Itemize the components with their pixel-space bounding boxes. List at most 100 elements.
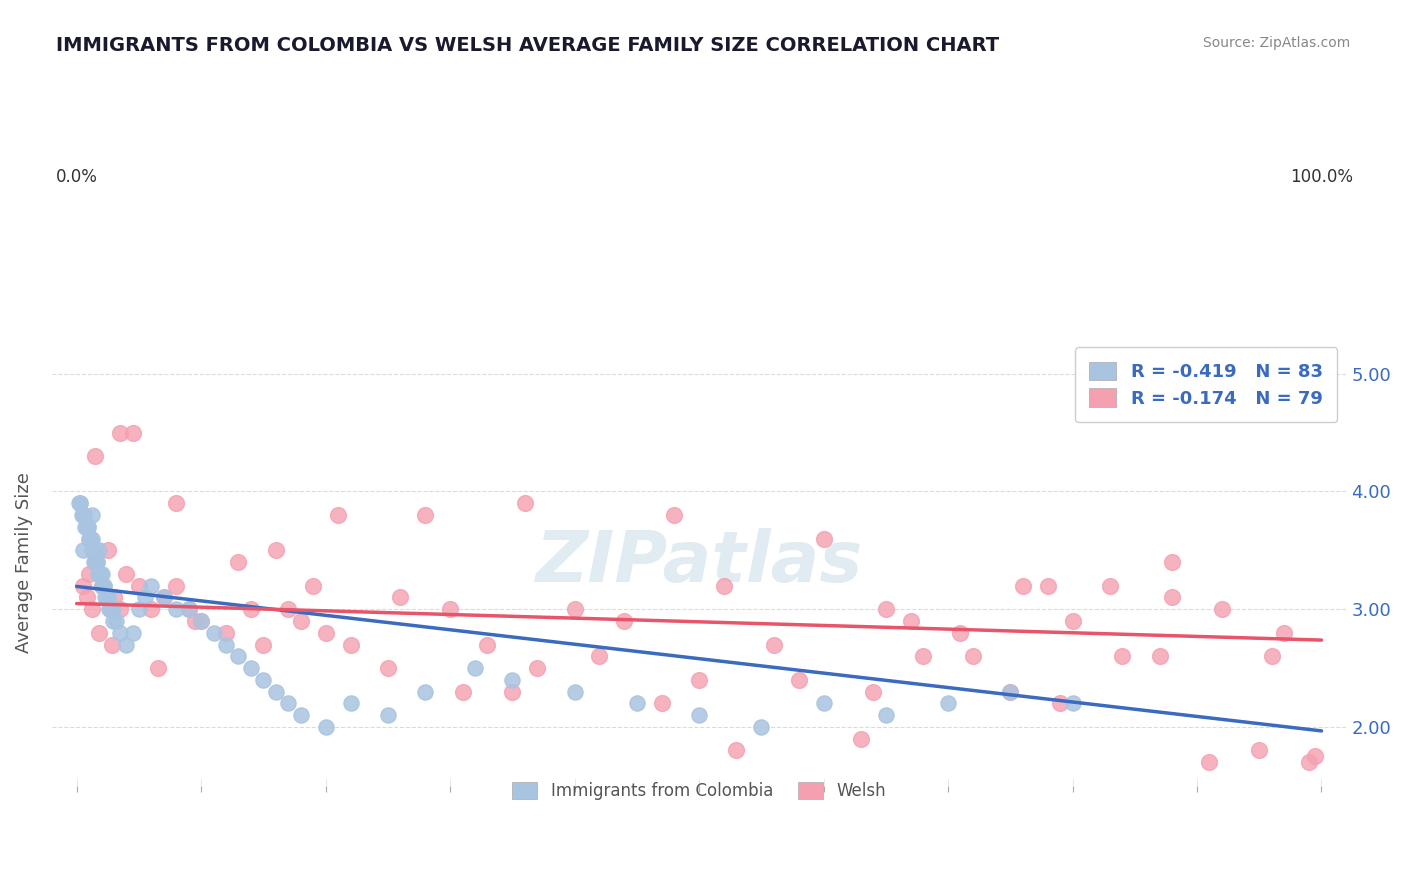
Point [110,625,132,640]
Point [84,449,107,463]
Point [277,602,299,616]
Point [141,602,163,616]
Point [290,708,312,723]
Point [96,591,118,605]
Point [93,579,115,593]
Point [713,579,735,593]
Point [115,566,138,581]
Point [862,684,884,698]
Point [82,543,104,558]
Point [128,602,150,616]
Point [69,496,91,510]
Point [451,684,474,698]
Point [84,555,107,569]
Point [89,566,111,581]
Point [190,614,212,628]
Point [97,543,120,558]
Point [90,579,112,593]
Point [1062,614,1084,628]
Point [413,508,436,522]
Point [87,566,110,581]
Point [464,661,486,675]
Point [87,543,110,558]
Point [91,579,114,593]
Point [962,649,984,664]
Point [813,532,835,546]
Point [1161,555,1184,569]
Point [564,602,586,616]
Point [1000,684,1022,698]
Point [152,591,174,605]
Point [813,697,835,711]
Point [215,638,238,652]
Point [121,625,143,640]
Point [98,602,121,616]
Text: 0.0%: 0.0% [56,169,97,186]
Text: 100.0%: 100.0% [1289,169,1353,186]
Point [1049,697,1071,711]
Point [73,508,96,522]
Point [377,708,399,723]
Point [1098,579,1121,593]
Point [239,661,262,675]
Point [84,555,107,569]
Point [77,566,100,581]
Point [98,602,121,616]
Point [264,543,287,558]
Point [146,661,169,675]
Point [70,508,93,522]
Point [1198,756,1220,770]
Point [75,520,97,534]
Point [165,579,187,593]
Point [96,591,118,605]
Point [377,661,399,675]
Point [76,520,98,534]
Point [264,684,287,698]
Point [97,591,120,605]
Point [302,579,325,593]
Point [936,697,959,711]
Point [76,520,98,534]
Point [413,684,436,698]
Point [315,625,337,640]
Point [875,602,897,616]
Point [626,697,648,711]
Point [103,591,125,605]
Point [93,579,115,593]
Point [725,743,748,757]
Point [72,508,94,522]
Point [1298,756,1320,770]
Point [228,555,250,569]
Point [115,638,138,652]
Point [477,638,499,652]
Point [762,638,785,652]
Point [1111,649,1133,664]
Point [90,566,112,581]
Point [1011,579,1033,593]
Point [315,720,337,734]
Point [613,614,636,628]
Point [110,425,132,440]
Point [900,614,922,628]
Point [588,649,610,664]
Point [239,602,262,616]
Point [326,508,349,522]
Point [67,496,90,510]
Point [787,673,810,687]
Point [177,602,200,616]
Point [389,591,412,605]
Point [252,638,274,652]
Point [252,673,274,687]
Point [100,638,122,652]
Point [1161,591,1184,605]
Point [141,579,163,593]
Point [875,708,897,723]
Point [662,508,685,522]
Point [80,532,103,546]
Point [90,579,112,593]
Point [86,555,108,569]
Point [1000,684,1022,698]
Point [94,591,117,605]
Point [128,579,150,593]
Point [501,684,523,698]
